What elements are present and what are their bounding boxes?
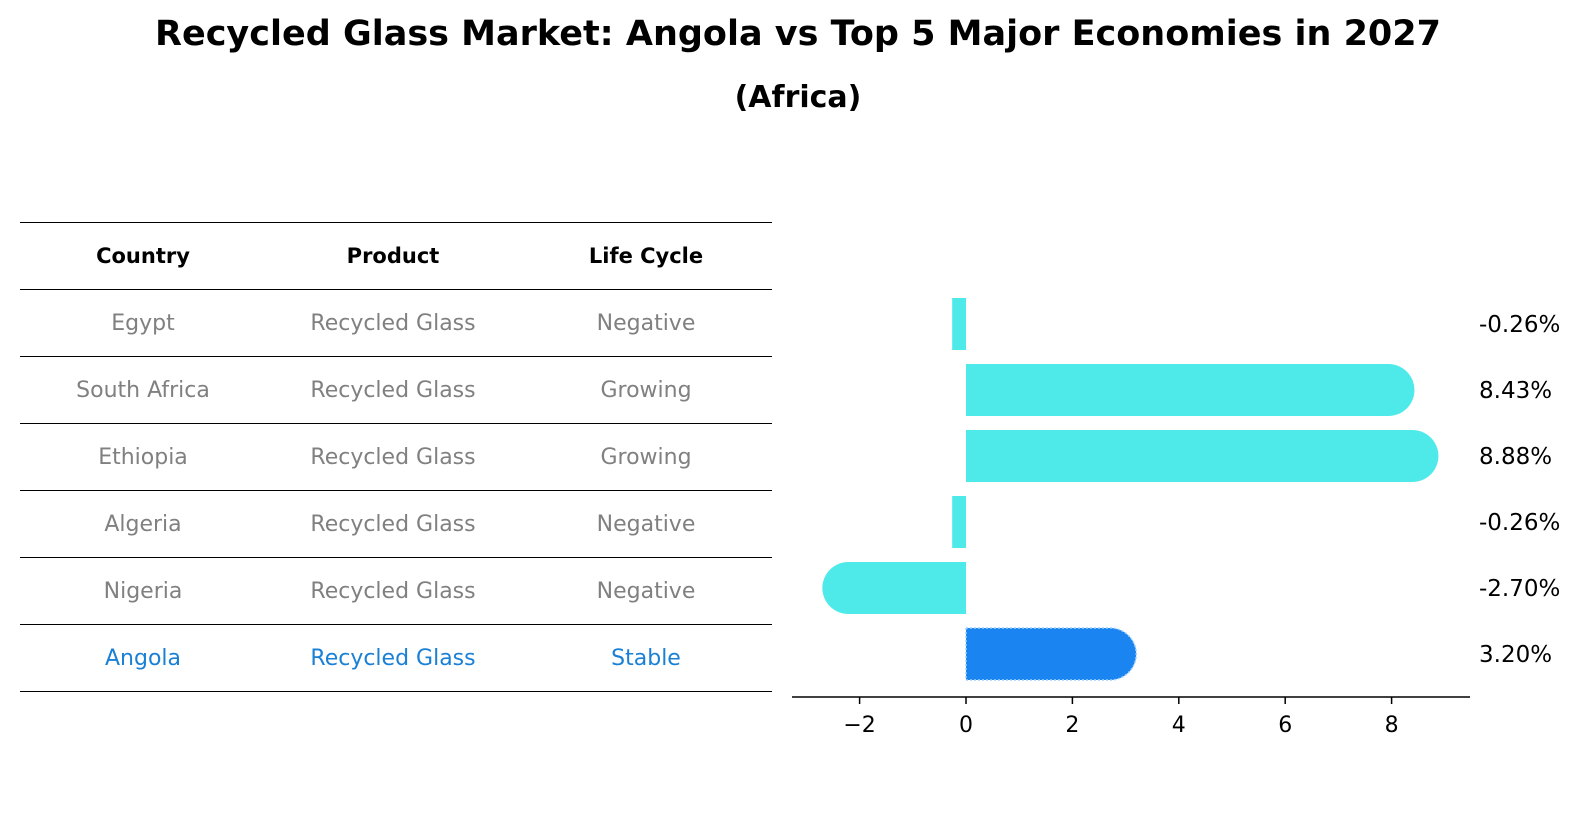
bar-algeria: [952, 496, 966, 548]
cell-product: Recycled Glass: [266, 624, 520, 692]
table-row: South Africa Recycled Glass Growing: [20, 356, 772, 424]
cell-country: South Africa: [20, 356, 266, 424]
cell-life-cycle: Negative: [520, 289, 772, 357]
cell-product: Recycled Glass: [266, 557, 520, 625]
table-header-row: Country Product Life Cycle: [20, 222, 772, 290]
x-tick-label: 2: [1065, 713, 1079, 738]
table-row: Ethiopia Recycled Glass Growing: [20, 423, 772, 491]
chart-title: Recycled Glass Market: Angola vs Top 5 M…: [155, 14, 1441, 54]
cell-life-cycle: Growing: [520, 356, 772, 424]
chart-subtitle: (Africa): [734, 80, 862, 115]
value-label: 8.43%: [1479, 378, 1552, 404]
x-tick-label: −2: [843, 713, 875, 738]
value-label: -2.70%: [1479, 576, 1560, 602]
table-row: Egypt Recycled Glass Negative: [20, 289, 772, 357]
cell-life-cycle: Negative: [520, 490, 772, 558]
table-row: Algeria Recycled Glass Negative: [20, 490, 772, 558]
x-tick-label: 4: [1172, 713, 1186, 738]
cell-country: Algeria: [20, 490, 266, 558]
value-label: 3.20%: [1479, 642, 1552, 668]
table-row: Nigeria Recycled Glass Negative: [20, 557, 772, 625]
bar-egypt: [952, 298, 966, 350]
cell-country: Ethiopia: [20, 423, 266, 491]
cell-country: Egypt: [20, 289, 266, 357]
x-tick-label: 8: [1385, 713, 1399, 738]
value-label: -0.26%: [1479, 312, 1560, 338]
x-tick-label: 6: [1278, 713, 1292, 738]
bar-highlight-outline: [965, 627, 1137, 681]
cell-product: Recycled Glass: [266, 423, 520, 491]
bar-nigeria: [822, 562, 966, 614]
cell-product: Recycled Glass: [266, 289, 520, 357]
value-label: -0.26%: [1479, 510, 1560, 536]
cell-life-cycle: Negative: [520, 557, 772, 625]
header-product: Product: [266, 222, 520, 290]
bar-angola: [966, 628, 1137, 680]
bar-ethiopia: [966, 430, 1439, 482]
data-table: Country Product Life Cycle Egypt Recycle…: [20, 222, 772, 692]
cell-country: Angola: [20, 624, 266, 692]
cell-life-cycle: Growing: [520, 423, 772, 491]
value-label: 8.88%: [1479, 444, 1552, 470]
x-tick-label: 0: [959, 713, 973, 738]
cell-life-cycle: Stable: [520, 624, 772, 692]
bar-south-africa: [966, 364, 1415, 416]
cell-product: Recycled Glass: [266, 490, 520, 558]
header-country: Country: [20, 222, 266, 290]
cell-product: Recycled Glass: [266, 356, 520, 424]
header-life-cycle: Life Cycle: [520, 222, 772, 290]
table-row-highlight: Angola Recycled Glass Stable: [20, 624, 772, 692]
cell-country: Nigeria: [20, 557, 266, 625]
